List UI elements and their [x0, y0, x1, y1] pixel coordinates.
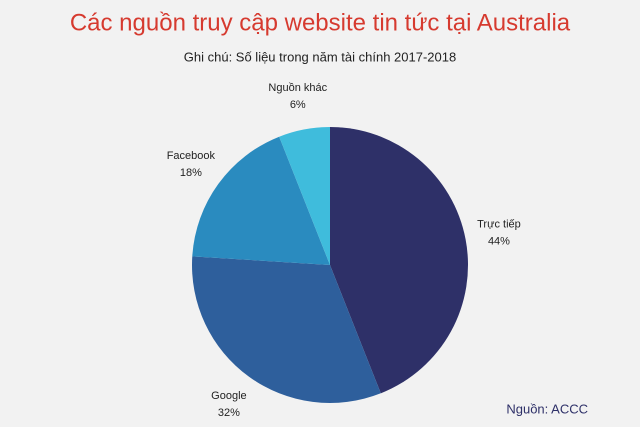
- chart-title: Các nguồn truy cập website tin tức tại A…: [70, 9, 571, 36]
- slice-value-label: 32%: [218, 407, 240, 419]
- slice-label: Nguồn khác: [268, 82, 327, 94]
- pie-slice: [330, 127, 469, 394]
- slice-label: Google: [211, 390, 246, 402]
- chart-subtitle: Ghi chú: Số liệu trong năm tài chính 201…: [184, 49, 456, 64]
- pie-slice: [279, 127, 330, 265]
- source-note: Nguồn: ACCC: [506, 401, 588, 416]
- pie-slice: [192, 136, 330, 265]
- slice-value-label: 6%: [290, 99, 306, 111]
- slice-value-label: 18%: [180, 167, 202, 179]
- slice-value-label: 44%: [488, 236, 510, 248]
- slice-label: Trực tiếp: [477, 219, 521, 231]
- slice-label: Facebook: [167, 150, 216, 162]
- pie-slice: [192, 256, 381, 403]
